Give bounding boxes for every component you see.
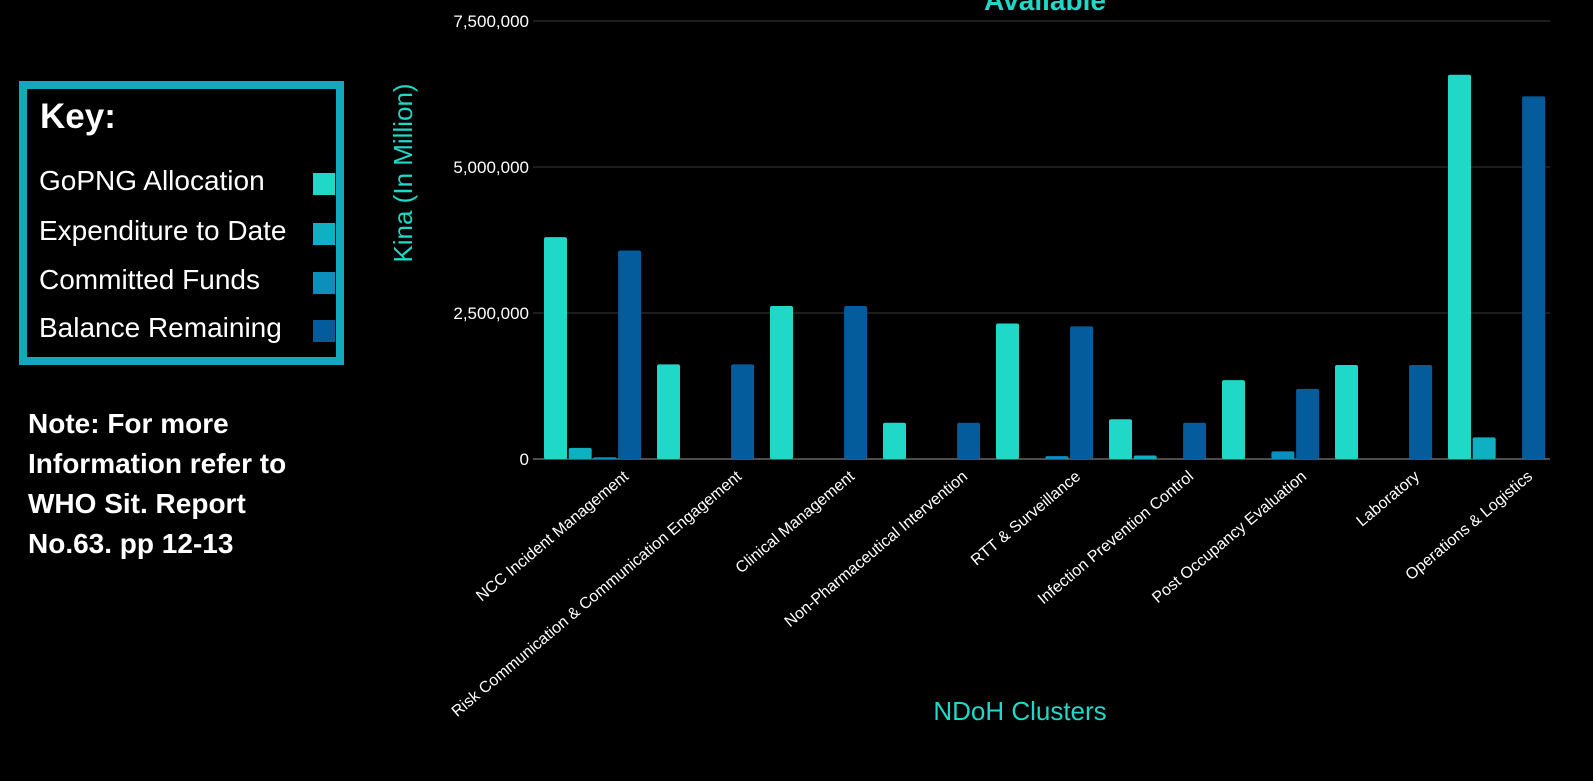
legend-swatch xyxy=(313,223,335,245)
legend-label: Committed Funds xyxy=(39,264,260,295)
chart-title: Available xyxy=(984,0,1106,16)
bar xyxy=(1448,74,1471,459)
bar xyxy=(1133,455,1157,459)
bar xyxy=(844,305,868,459)
note-line: Information refer to xyxy=(28,448,287,479)
bar xyxy=(1472,437,1496,459)
x-tick-label: RTT & Surveillance xyxy=(968,468,1084,569)
legend-swatch xyxy=(313,320,335,342)
note-text: Note: For more Information refer to WHO … xyxy=(28,404,358,564)
bar xyxy=(883,422,906,459)
note-line: Note: For more xyxy=(28,408,229,439)
legend-label: GoPNG Allocation xyxy=(39,165,265,196)
bar xyxy=(544,237,567,459)
bar xyxy=(1070,326,1094,459)
bar xyxy=(1409,364,1433,459)
legend-swatch xyxy=(313,173,335,195)
x-tick-label: Laboratory xyxy=(1354,468,1424,530)
legend-label: Expenditure to Date xyxy=(39,215,287,246)
note-line: No.63. pp 12-13 xyxy=(28,528,234,559)
key-title: Key: xyxy=(40,97,116,136)
x-axis-label: NDoH Clusters xyxy=(933,696,1106,726)
y-tick-label: 2,500,000 xyxy=(453,304,529,323)
legend-item-expenditure-to-date: Expenditure to Date xyxy=(39,215,335,249)
gridlines xyxy=(533,20,1550,460)
bar xyxy=(1271,451,1295,459)
bar xyxy=(1522,96,1546,459)
x-tick-label: Clinical Management xyxy=(733,468,859,577)
bar xyxy=(618,250,642,459)
bar xyxy=(770,305,793,459)
y-tick-labels: 0 2,500,000 5,000,000 7,500,000 xyxy=(453,12,529,469)
bar xyxy=(568,447,592,459)
bars xyxy=(544,74,1546,459)
y-tick-label: 7,500,000 xyxy=(453,12,529,31)
legend-key: Key: GoPNG Allocation Expenditure to Dat… xyxy=(19,81,344,365)
bar xyxy=(1335,364,1358,459)
legend-item-committed-funds: Committed Funds xyxy=(39,264,335,298)
bar xyxy=(1045,456,1069,459)
note-line: WHO Sit. Report xyxy=(28,488,246,519)
y-axis-label: Kina (In Million) xyxy=(388,83,418,262)
y-tick-label: 5,000,000 xyxy=(453,158,529,177)
legend-item-balance-remaining: Balance Remaining xyxy=(39,312,335,346)
bar xyxy=(1109,419,1132,459)
bar xyxy=(1183,422,1207,459)
y-tick-label: 0 xyxy=(520,450,529,469)
bar xyxy=(957,422,981,459)
legend-label: Balance Remaining xyxy=(39,312,282,343)
x-tick-label: Non-Pharmaceutical Intervention xyxy=(782,468,971,631)
bar xyxy=(1296,388,1320,459)
bar xyxy=(593,457,617,459)
bar xyxy=(996,323,1019,459)
bar xyxy=(1222,380,1245,459)
legend-swatch xyxy=(313,272,335,294)
legend-item-gopng-allocation: GoPNG Allocation xyxy=(39,165,335,199)
bar xyxy=(657,364,680,459)
bar xyxy=(731,364,755,459)
x-tick-label: Operations & Logistics xyxy=(1403,468,1537,584)
